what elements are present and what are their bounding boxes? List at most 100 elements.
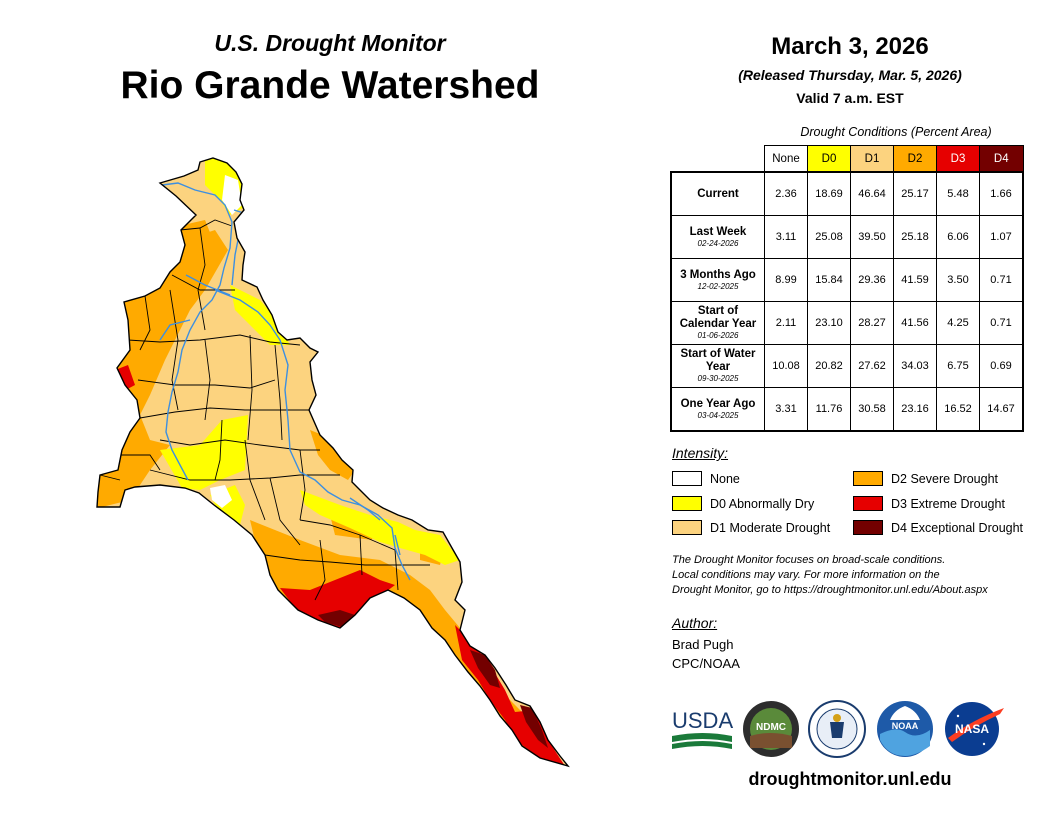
legend-label-d0: D0 Abnormally Dry [710, 496, 815, 511]
none-area-north [222, 175, 242, 215]
cell-d2: 41.56 [893, 301, 937, 345]
map-title: Rio Grande Watershed [120, 64, 540, 107]
cell-d3: 4.25 [936, 301, 980, 345]
legend-item-d0: D0 Abnormally Dry [672, 496, 814, 511]
table-row: Current 2.36 18.69 46.64 25.17 5.48 1.66 [670, 171, 1024, 216]
cell-d1: 29.36 [850, 258, 894, 302]
cell-none: 10.08 [764, 344, 808, 388]
legend-label-d3: D3 Extreme Drought [891, 496, 1005, 511]
usda-logo-text: USDA [672, 708, 733, 733]
col-header-none: None [764, 145, 808, 173]
doc-seal-logo [808, 700, 866, 758]
legend-swatch-d2 [853, 471, 883, 486]
legend-item-d1: D1 Moderate Drought [672, 520, 830, 535]
cell-d3: 3.50 [936, 258, 980, 302]
cell-d3: 16.52 [936, 387, 980, 432]
ndmc-logo: NDMC [743, 701, 799, 757]
cell-d1: 39.50 [850, 215, 894, 259]
legend-swatch-d4 [853, 520, 883, 535]
legend-swatch-d1 [672, 520, 702, 535]
cell-none: 3.31 [764, 387, 808, 432]
usda-logo: USDA [672, 708, 733, 749]
conditions-table: None D0 D1 D2 D3 D4 Current 2.36 18.69 46.6… [670, 145, 1024, 432]
col-header-d2: D2 [893, 145, 937, 173]
row-label: 3 Months Ago 12-02-2025 [670, 258, 765, 302]
cell-d2: 25.17 [893, 171, 937, 216]
row-label-text: Start of Calendar Year [679, 305, 757, 330]
cell-d4: 1.66 [979, 171, 1024, 216]
valid-time: Valid 7 a.m. EST [796, 90, 904, 106]
row-label: Start of Calendar Year 01-06-2026 [670, 301, 765, 345]
cell-d1: 46.64 [850, 171, 894, 216]
map-subtitle: U.S. Drought Monitor [214, 30, 446, 56]
d0-area-east-band [300, 490, 460, 565]
ndmc-logo-text: NDMC [756, 722, 786, 733]
cell-d2: 25.18 [893, 215, 937, 259]
cell-d4: 1.07 [979, 215, 1024, 259]
table-row: Start of Calendar Year 01-06-2026 2.11 23.1… [670, 301, 1024, 345]
legend-item-none: None [672, 471, 740, 486]
noaa-logo-text: NOAA [892, 721, 919, 731]
cell-d1: 30.58 [850, 387, 894, 432]
row-label-text: Current [697, 187, 739, 200]
cell-d2: 41.59 [893, 258, 937, 302]
legend-label-d4: D4 Exceptional Drought [891, 520, 1024, 535]
row-date: 01-06-2026 [697, 331, 739, 340]
cell-d1: 28.27 [850, 301, 894, 345]
row-label: Last Week 02-24-2026 [670, 215, 765, 259]
cell-none: 2.36 [764, 171, 808, 216]
col-header-d0: D0 [807, 145, 851, 173]
map-date: March 3, 2026 [771, 33, 929, 60]
author-org: CPC/NOAA [672, 656, 740, 671]
col-header-d4: D4 [979, 145, 1024, 173]
disclaimer-note: The Drought Monitor focuses on broad-sca… [672, 553, 1042, 598]
legend-title: Intensity: [672, 445, 729, 461]
cell-d4: 0.71 [979, 258, 1024, 302]
col-header-d1: D1 [850, 145, 894, 173]
author-name: Brad Pugh [672, 637, 734, 652]
nasa-logo-text: NASA [955, 722, 989, 736]
legend-swatch-d3 [853, 496, 883, 511]
row-date: 09-30-2025 [697, 374, 739, 383]
row-date: 02-24-2026 [697, 238, 739, 248]
cell-d3: 6.06 [936, 215, 980, 259]
col-header-d3: D3 [936, 145, 980, 173]
note-line-3: Drought Monitor, go to https://droughtmo… [672, 584, 988, 596]
table-row: Last Week 02-24-2026 3.11 25.08 39.50 25.18 6.… [670, 215, 1024, 259]
legend-swatch-none [672, 471, 702, 486]
legend-item-d3: D3 Extreme Drought [853, 496, 1005, 511]
none-area-south [210, 485, 232, 508]
author-title: Author: [672, 615, 718, 631]
d2-area-central [310, 430, 355, 480]
cell-d0: 18.69 [807, 171, 851, 216]
row-label-text: Last Week [689, 225, 747, 238]
cell-d4: 0.71 [979, 301, 1024, 345]
cell-d3: 6.75 [936, 344, 980, 388]
cell-d4: 14.67 [979, 387, 1024, 432]
row-date: 12-02-2025 [697, 281, 739, 291]
d3-area-south [280, 570, 395, 628]
cell-d0: 23.10 [807, 301, 851, 345]
row-label-text: 3 Months Ago [680, 268, 756, 281]
cell-d2: 23.16 [893, 387, 937, 432]
cell-d0: 15.84 [807, 258, 851, 302]
row-date: 03-04-2025 [697, 410, 739, 420]
website-url[interactable]: droughtmonitor.unl.edu [748, 769, 952, 789]
conditions-caption: Drought Conditions (Percent Area) [800, 125, 992, 139]
cell-d0: 25.08 [807, 215, 851, 259]
table-header-row: None D0 D1 D2 D3 D4 [671, 145, 1024, 173]
legend-label-none: None [710, 471, 740, 486]
d0-area-central [160, 415, 248, 490]
d4-area-tail-lower [520, 705, 548, 748]
row-label-text: Start of Water Year [680, 348, 756, 373]
cell-d1: 27.62 [850, 344, 894, 388]
cell-d2: 34.03 [893, 344, 937, 388]
row-label: Current [670, 171, 765, 216]
note-line-1: The Drought Monitor focuses on broad-sca… [672, 554, 946, 566]
cell-none: 3.11 [764, 215, 808, 259]
cell-d4: 0.69 [979, 344, 1024, 388]
table-row: 3 Months Ago 12-02-2025 8.99 15.84 29.36 41.5… [670, 258, 1024, 302]
cell-d0: 20.82 [807, 344, 851, 388]
cell-none: 8.99 [764, 258, 808, 302]
legend-swatch-d0 [672, 496, 702, 511]
